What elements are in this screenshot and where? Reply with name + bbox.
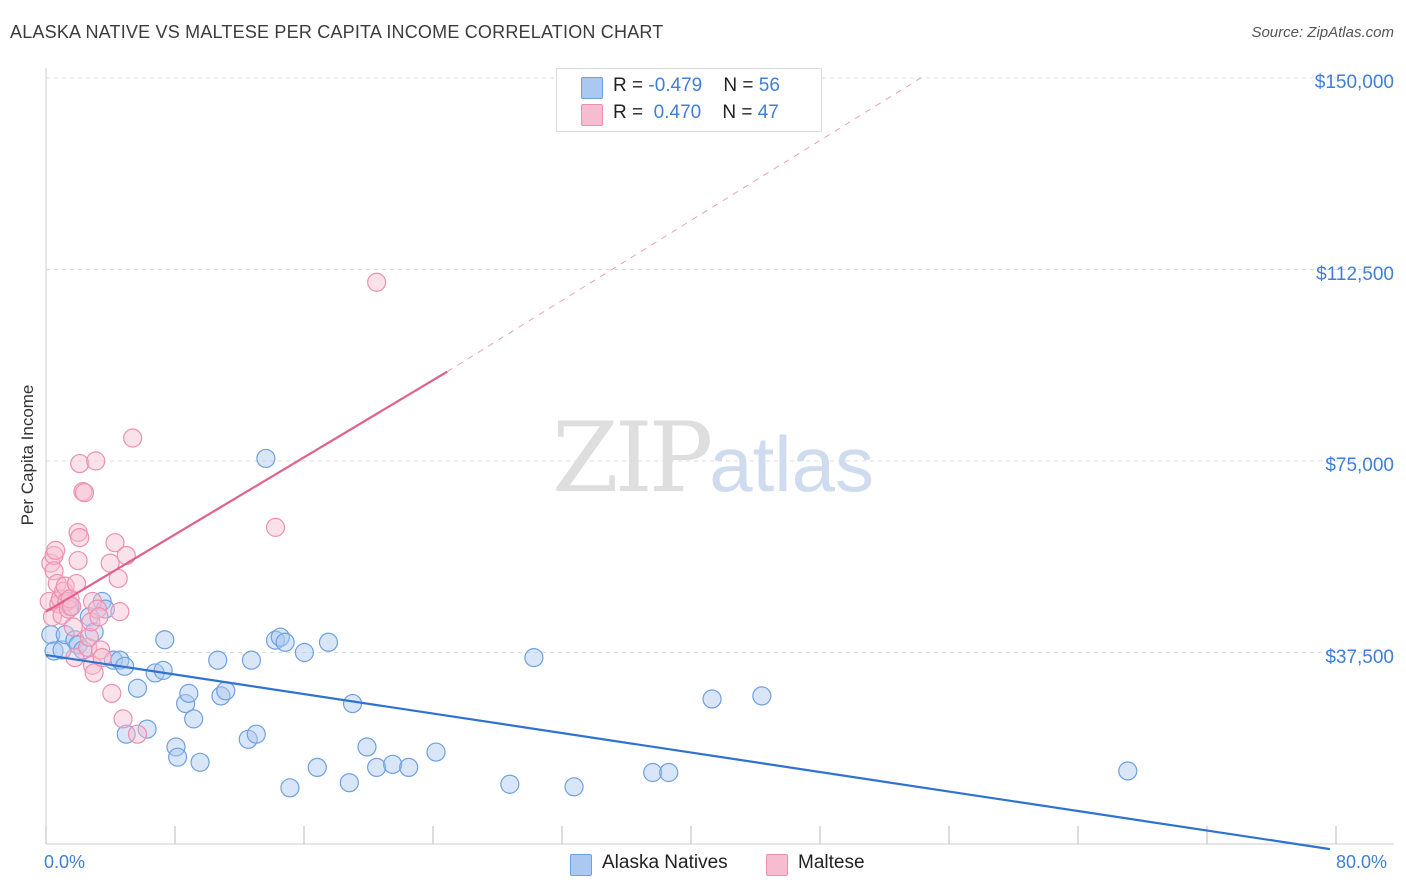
y-axis-label: Per Capita Income: [18, 384, 37, 526]
alaska-native-point: [426, 742, 446, 762]
maltese-point: [110, 602, 130, 622]
alaska-native-trendline: [45, 653, 1331, 851]
chart-source: Source: ZipAtlas.com: [1251, 24, 1394, 41]
alaska-native-point: [216, 681, 236, 701]
maltese-point: [87, 599, 107, 619]
legend-text-maltese: R = 0.470 N = 47: [613, 102, 779, 123]
maltese-trendline: [45, 370, 448, 613]
maltese-point: [63, 617, 83, 637]
alaska-native-point: [179, 683, 199, 703]
maltese-point: [68, 550, 88, 571]
maltese-point: [86, 451, 106, 471]
watermark: ZIPatlas: [552, 402, 874, 514]
alaska-native-point: [500, 774, 520, 794]
maltese-trendline-extension: [446, 77, 921, 373]
maltese-point: [55, 576, 75, 596]
maltese-point: [44, 561, 64, 581]
maltese-point: [116, 545, 136, 566]
series-swatch-maltese: [766, 854, 788, 876]
series-label-maltese: Maltese: [798, 852, 865, 873]
y-tick-label: $150,000: [1314, 72, 1394, 93]
maltese-point: [89, 607, 109, 627]
alaska-native-point: [153, 660, 173, 680]
alaska-native-point: [241, 650, 262, 670]
alaska-native-point: [752, 686, 772, 706]
maltese-point: [102, 683, 122, 703]
maltese-point: [73, 482, 93, 502]
alaska-native-point: [524, 648, 544, 668]
alaska-native-point: [246, 724, 266, 744]
x-tick-label-max: 80.0%: [1336, 852, 1388, 872]
maltese-point: [79, 627, 99, 647]
alaska-native-point: [168, 747, 188, 767]
alaska-native-point: [127, 678, 148, 698]
alaska-native-point: [399, 757, 419, 778]
maltese-point: [84, 663, 104, 683]
maltese-point: [41, 553, 61, 573]
alaska-native-point: [155, 630, 175, 650]
alaska-native-point: [275, 632, 295, 652]
maltese-point: [70, 453, 90, 474]
watermark-atlas: atlas: [709, 420, 874, 508]
maltese-point: [113, 709, 133, 729]
alaska-native-point: [659, 762, 679, 783]
maltese-point: [74, 483, 95, 503]
alaska-native-point: [166, 737, 186, 757]
alaska-native-point: [137, 719, 157, 739]
alaska-native-point: [184, 709, 204, 729]
correlation-legend: R = -0.479 N = 56 R = 0.470 N = 47: [556, 68, 822, 132]
alaska-native-point: [564, 777, 584, 797]
alaska-native-point: [702, 689, 722, 709]
series-label-alaska: Alaska Natives: [602, 852, 728, 873]
x-tick-label-min: 0.0%: [44, 852, 86, 872]
alaska-native-point: [342, 693, 363, 714]
maltese-point: [265, 517, 286, 537]
legend-text-alaska: R = -0.479 N = 56: [613, 75, 780, 96]
alaska-native-point: [55, 625, 75, 645]
y-tick-label: $75,000: [1325, 455, 1394, 476]
alaska-native-point: [383, 754, 403, 774]
alaska-native-point: [280, 778, 300, 798]
watermark-zip: ZIP: [552, 402, 713, 514]
alaska-native-point: [318, 632, 339, 652]
alaska-native-point: [1118, 761, 1138, 781]
maltese-point: [58, 599, 79, 619]
alaska-native-point: [190, 752, 210, 772]
alaska-native-point: [339, 773, 359, 793]
maltese-point: [90, 640, 111, 660]
y-tick-label: $112,500: [1316, 263, 1394, 285]
alaska-native-point: [367, 757, 387, 778]
maltese-point: [46, 540, 66, 560]
alaska-native-point: [307, 757, 327, 778]
legend-swatch-alaska: [581, 77, 603, 99]
maltese-point: [70, 527, 90, 548]
alaska-native-point: [256, 448, 276, 469]
legend-swatch-maltese: [581, 104, 603, 126]
chart-title: ALASKA NATIVE VS MALTESE PER CAPITA INCO…: [10, 22, 664, 42]
alaska-native-point: [116, 724, 136, 744]
alaska-native-point: [294, 642, 315, 663]
alaska-native-point: [208, 650, 228, 670]
series-swatch-alaska: [570, 854, 592, 876]
alaska-native-point: [357, 737, 377, 757]
maltese-point: [105, 533, 125, 553]
maltese-point: [123, 428, 143, 448]
alaska-native-point: [643, 762, 663, 783]
maltese-point: [127, 724, 148, 744]
maltese-point: [47, 573, 67, 594]
maltese-point: [367, 272, 387, 292]
y-tick-label: $37,500: [1325, 646, 1394, 668]
